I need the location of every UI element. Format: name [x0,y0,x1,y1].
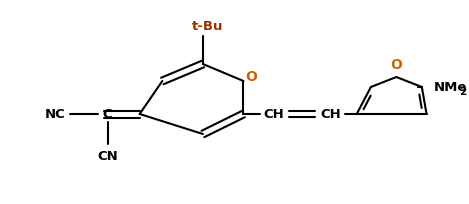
Text: 2: 2 [459,86,466,96]
Text: NC: NC [45,108,65,121]
Text: CN: CN [97,150,118,163]
Text: C: C [103,108,113,121]
Text: CH: CH [263,108,284,121]
Text: NMe: NMe [434,81,468,94]
Text: O: O [245,70,257,84]
Text: O: O [390,58,402,72]
Text: t-Bu: t-Bu [192,20,223,33]
Text: CH: CH [320,108,340,121]
